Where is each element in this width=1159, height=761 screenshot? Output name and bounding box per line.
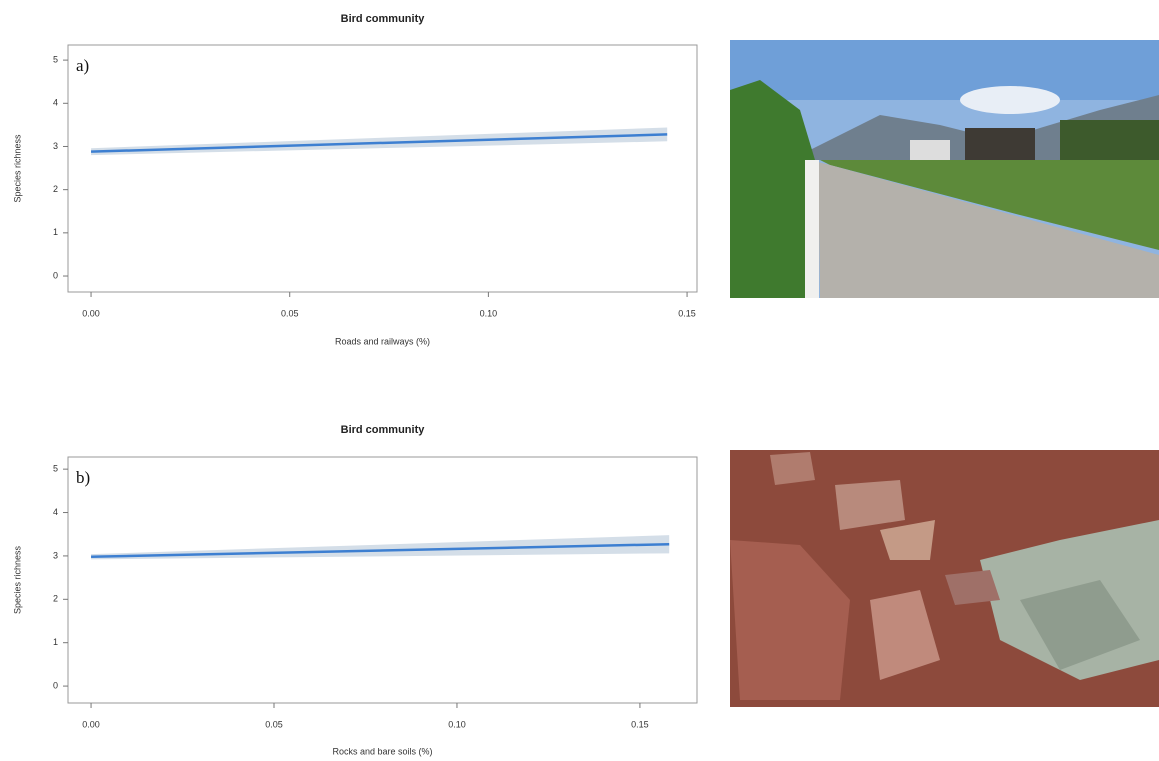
y-tick-label: 1 xyxy=(53,227,58,237)
confidence-band xyxy=(91,127,668,156)
photo-road xyxy=(730,40,1159,298)
y-tick-label: 3 xyxy=(53,550,58,560)
x-tick-label: 0.15 xyxy=(631,719,649,729)
photo-rocks xyxy=(730,450,1159,707)
y-tick-label: 3 xyxy=(53,141,58,151)
y-tick-label: 2 xyxy=(53,594,58,604)
x-tick-label: 0.10 xyxy=(448,719,466,729)
x-tick-label: 0.05 xyxy=(281,308,299,318)
fit-line xyxy=(91,133,668,153)
y-tick-label: 4 xyxy=(53,507,58,517)
y-axis-label: Species richness xyxy=(12,545,22,614)
y-tick-label: 2 xyxy=(53,184,58,194)
y-tick-label: 5 xyxy=(53,54,58,64)
plot-frame xyxy=(67,456,698,704)
fit-line xyxy=(91,542,670,559)
y-tick-label: 4 xyxy=(53,98,58,108)
x-axis-label: Roads and railways (%) xyxy=(335,336,430,346)
y-axis-label: Species richness xyxy=(12,134,22,203)
y-tick-label: 1 xyxy=(53,637,58,647)
x-tick-label: 0.10 xyxy=(480,308,498,318)
chart-title: Bird community xyxy=(341,13,426,25)
y-tick-label: 0 xyxy=(53,680,58,690)
chart-title: Bird community xyxy=(341,424,426,436)
x-tick-label: 0.00 xyxy=(82,308,100,318)
panel-label: a) xyxy=(76,56,89,75)
y-tick-label: 5 xyxy=(53,464,58,474)
x-tick-label: 0.05 xyxy=(265,719,283,729)
x-tick-label: 0.15 xyxy=(678,308,696,318)
x-tick-label: 0.00 xyxy=(82,719,100,729)
x-axis-label: Rocks and bare soils (%) xyxy=(332,746,432,756)
panel-label: b) xyxy=(76,468,90,487)
y-tick-label: 0 xyxy=(53,270,58,280)
plot-frame xyxy=(67,44,698,293)
